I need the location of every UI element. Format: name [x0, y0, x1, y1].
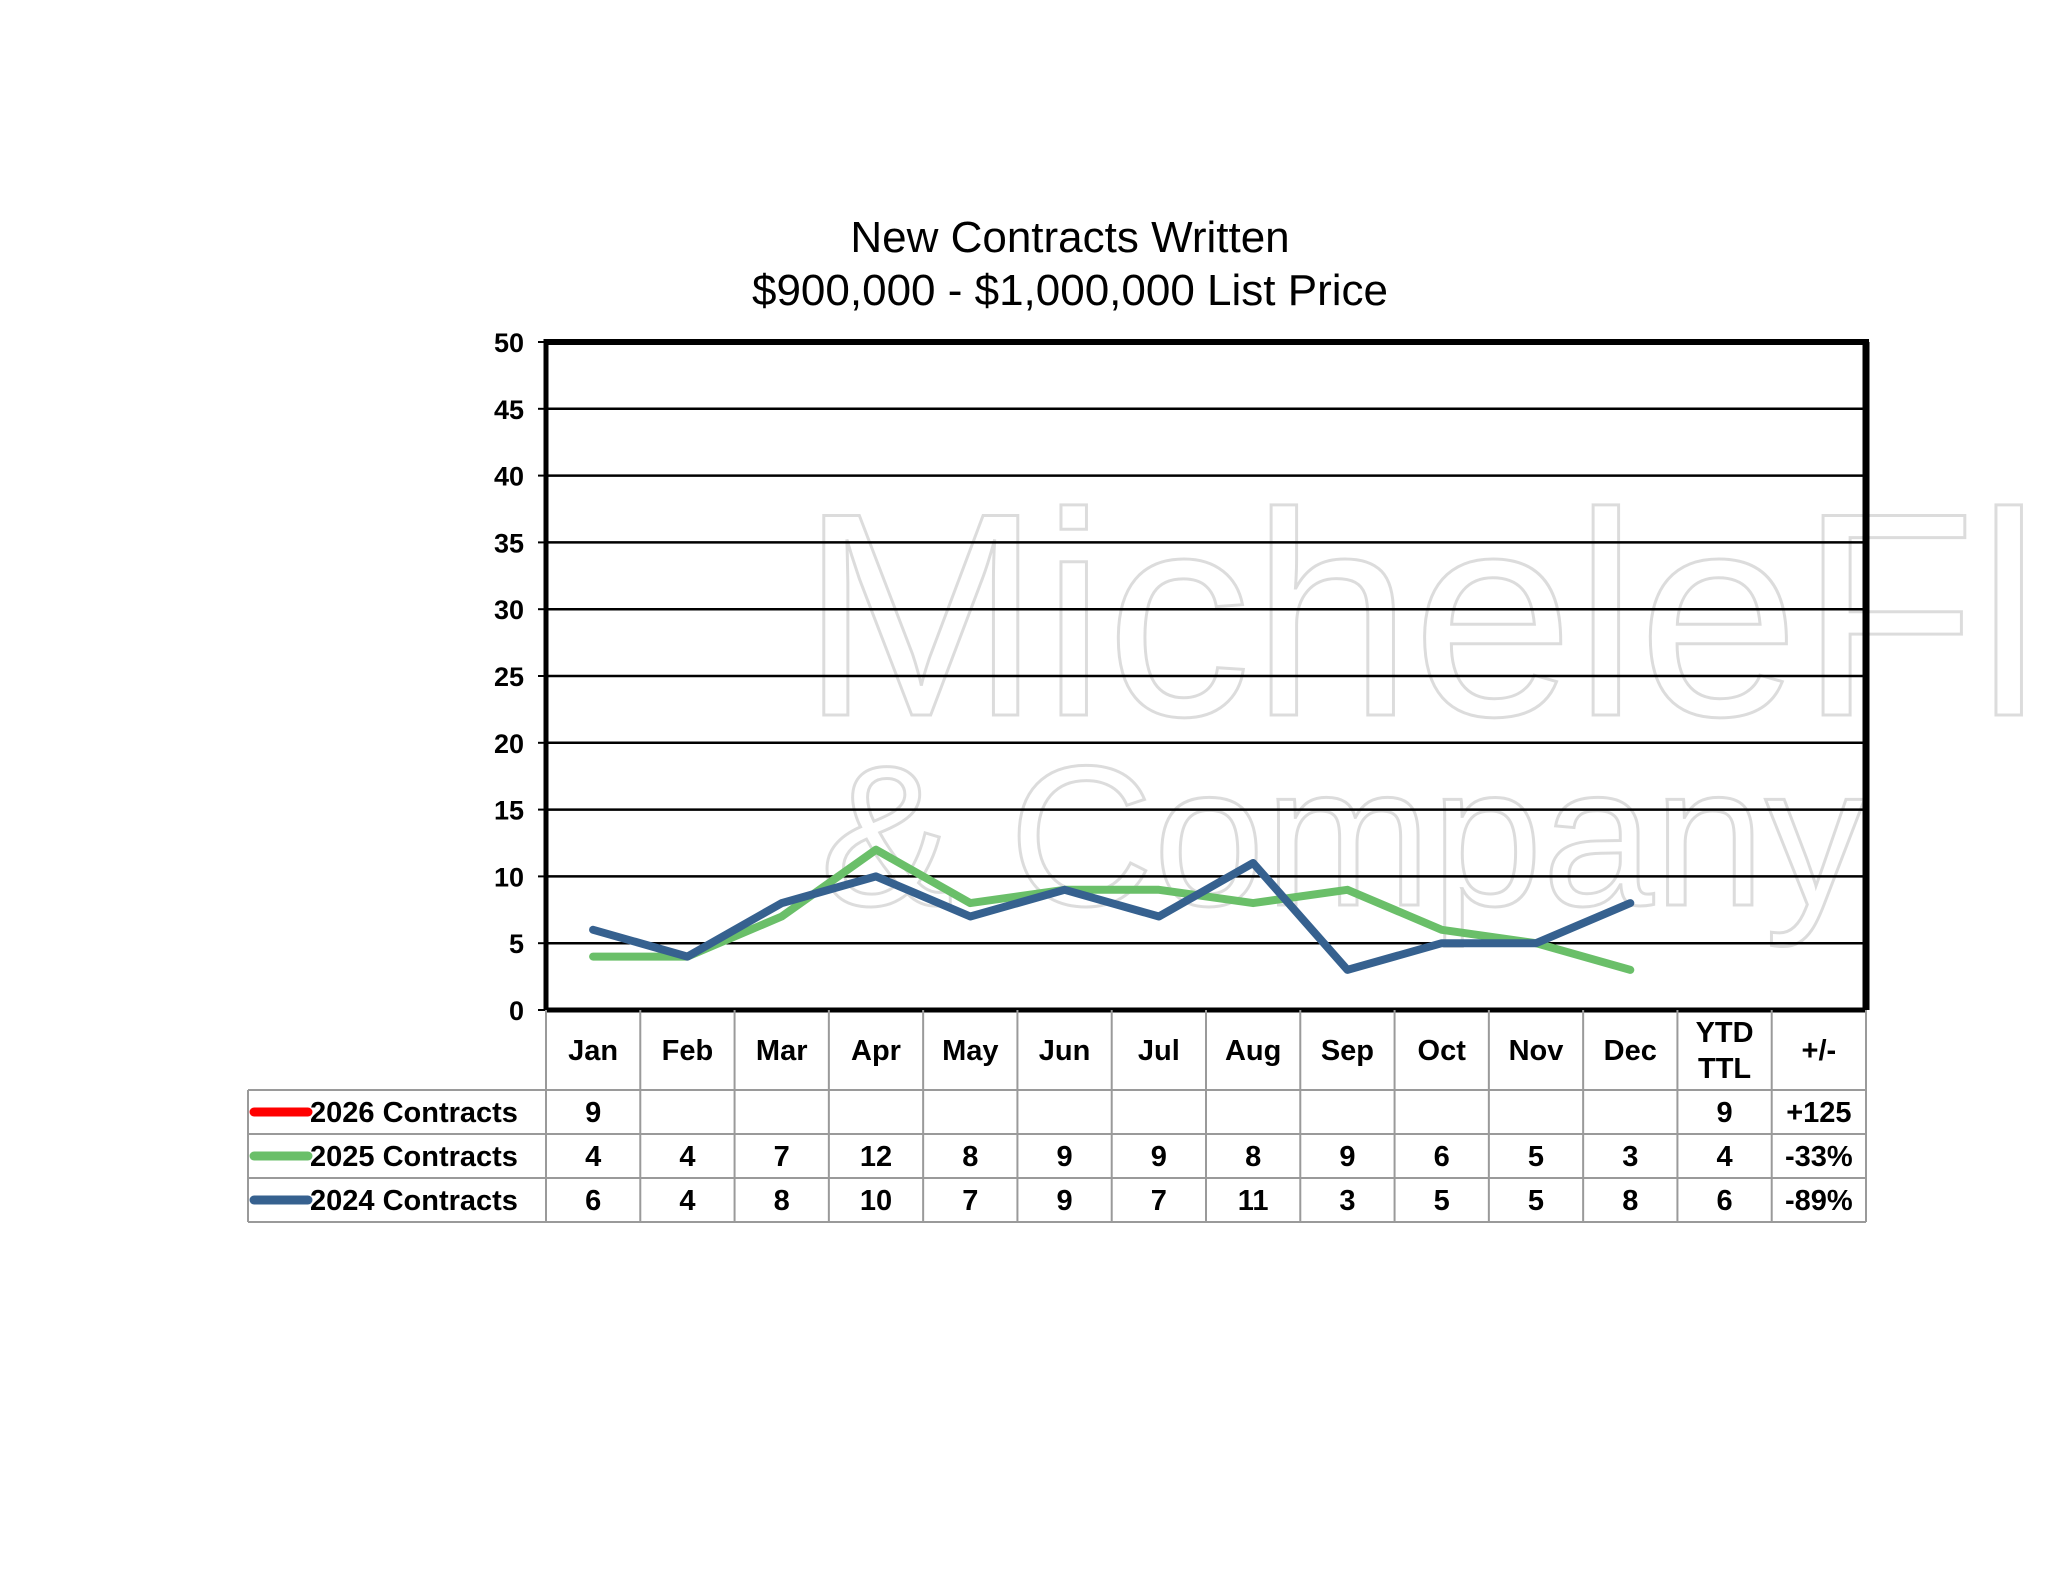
- table-cell: 8: [962, 1141, 978, 1173]
- table-cell: 3: [1622, 1141, 1638, 1173]
- table-header-cell: Jan: [568, 1035, 618, 1067]
- table-header-cell: Sep: [1321, 1035, 1374, 1067]
- table-header-cell: Jun: [1039, 1035, 1091, 1067]
- y-tick-label: 50: [494, 328, 524, 358]
- series-line-2024-contracts: [589, 859, 1635, 974]
- chart-subtitle: $900,000 - $1,000,000 List Price: [752, 266, 1388, 315]
- y-tick-label: 15: [494, 796, 524, 826]
- y-tick-label: 35: [494, 528, 524, 558]
- table-header-cell: Dec: [1604, 1035, 1657, 1067]
- table-cell: 8: [1245, 1141, 1261, 1173]
- table-cell: 9: [1057, 1141, 1073, 1173]
- legend-label: 2026 Contracts: [310, 1097, 518, 1129]
- table-cell: 8: [1622, 1185, 1638, 1217]
- table-header-cell: Mar: [756, 1035, 808, 1067]
- legend-label: 2024 Contracts: [310, 1185, 518, 1217]
- table-cell: 7: [774, 1141, 790, 1173]
- table-cell: 9: [1057, 1185, 1073, 1217]
- table-header-cell: TTL: [1698, 1053, 1751, 1085]
- y-tick-label: 25: [494, 662, 524, 692]
- table-cell: 5: [1434, 1185, 1450, 1217]
- y-tick-label: 40: [494, 462, 524, 492]
- table-header-cell: +/-: [1802, 1035, 1837, 1067]
- table-cell: 5: [1528, 1185, 1544, 1217]
- data-table: Jan Feb Mar Apr May Jun Jul Aug Sep Oct Nov Dec YTD T…: [247, 1010, 1867, 1223]
- y-tick-label: 30: [494, 595, 524, 625]
- table-header-cell: Nov: [1509, 1035, 1564, 1067]
- watermark-logo: MicheleFlory & Company: [799, 452, 2048, 950]
- table-cell: 9: [1339, 1141, 1355, 1173]
- table-cell: 6: [1434, 1141, 1450, 1173]
- table-header-cell: May: [942, 1035, 998, 1067]
- y-tick-label: 0: [509, 996, 524, 1026]
- table-cell: 8: [774, 1185, 790, 1217]
- table-cell: 9: [585, 1097, 601, 1129]
- y-tick-label: 5: [509, 929, 524, 959]
- table-cell: 4: [679, 1185, 695, 1217]
- chart-title: New Contracts Written: [850, 213, 1289, 262]
- table-cell: 4: [585, 1141, 601, 1173]
- table-header-cell: Aug: [1225, 1035, 1281, 1067]
- table-cell-ytd: 9: [1717, 1097, 1733, 1129]
- table-header-cell: Feb: [662, 1035, 714, 1067]
- table-cell: 11: [1238, 1185, 1269, 1217]
- table-cell: 6: [585, 1185, 601, 1217]
- watermark-line1: MicheleFlory: [800, 453, 2048, 778]
- table-header-cell: Apr: [851, 1035, 901, 1067]
- table-cell: 5: [1528, 1141, 1544, 1173]
- table-cell: 7: [962, 1185, 978, 1217]
- series-line-2025-contracts: [589, 845, 1635, 974]
- table-cell-change: +125: [1786, 1097, 1851, 1129]
- table-cell: 4: [679, 1141, 695, 1173]
- legend-label: 2025 Contracts: [310, 1141, 518, 1173]
- table-cell: 10: [860, 1185, 892, 1217]
- table-cell-ytd: 6: [1717, 1185, 1733, 1217]
- series-lines: [589, 845, 1635, 974]
- table-cell-change: -33%: [1785, 1141, 1853, 1173]
- table-cell: 7: [1151, 1185, 1167, 1217]
- table-header-cell: Oct: [1418, 1035, 1467, 1067]
- table-header-cell: YTD: [1696, 1017, 1754, 1049]
- table-cell: 9: [1151, 1141, 1167, 1173]
- y-tick-label: 45: [494, 395, 524, 425]
- table-cell: 12: [860, 1141, 892, 1173]
- y-tick-label: 20: [494, 729, 524, 759]
- y-tick-label: 10: [494, 862, 524, 892]
- table-cell: 3: [1339, 1185, 1355, 1217]
- table-header-cell: Jul: [1138, 1035, 1180, 1067]
- table-cell-change: -89%: [1785, 1185, 1853, 1217]
- table-cell-ytd: 4: [1717, 1141, 1733, 1173]
